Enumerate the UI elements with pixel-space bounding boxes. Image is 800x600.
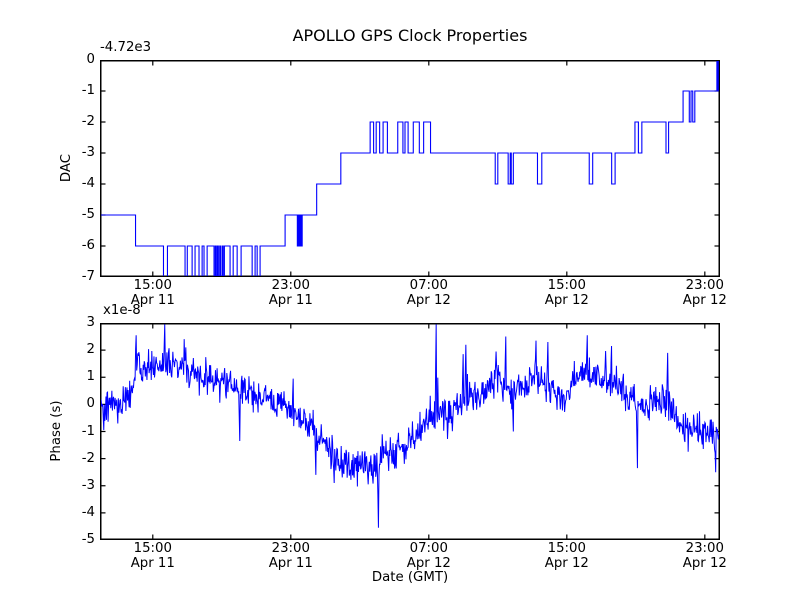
x-tick-label: 23:00 Apr 11 — [246, 541, 336, 571]
x-tick-time: 15:00 — [547, 541, 586, 556]
x-tick-time: 15:00 — [133, 541, 172, 556]
x-tick-date: Apr 12 — [544, 292, 589, 308]
y-tick-label: -6 — [81, 238, 95, 253]
dac-axis-offset-label: -4.72e3 — [100, 40, 152, 55]
chart-title: APOLLO GPS Clock Properties — [292, 26, 528, 45]
x-tick-date: Apr 12 — [682, 292, 727, 308]
y-tick-label: 0 — [86, 52, 95, 67]
x-tick-label: 15:00 Apr 11 — [108, 278, 198, 308]
x-tick-time: 23:00 — [271, 278, 310, 293]
x-tick-time: 23:00 — [271, 541, 310, 556]
x-tick-date: Apr 12 — [544, 555, 589, 571]
y-tick-label: -3 — [81, 477, 95, 493]
x-tick-time: 15:00 — [133, 278, 172, 293]
x-tick-label: 15:00 Apr 12 — [522, 541, 612, 571]
y-tick-label: -5 — [81, 532, 95, 547]
x-tick-label: 23:00 Apr 12 — [660, 541, 750, 571]
y-tick-label: -5 — [81, 207, 95, 222]
y-tick-label: 3 — [86, 315, 95, 330]
y-tick-label: -1 — [81, 83, 95, 98]
y-tick-label: -4 — [81, 504, 95, 520]
x-tick-date: Apr 11 — [130, 555, 175, 571]
y-tick-label: 2 — [86, 342, 95, 358]
x-tick-label: 23:00 Apr 12 — [660, 278, 750, 308]
x-tick-time: 15:00 — [547, 278, 586, 293]
phase-axis-multiplier-label: x1e-8 — [103, 303, 141, 318]
y-tick-label: -3 — [81, 145, 95, 160]
x-tick-label: 23:00 Apr 11 — [246, 278, 336, 308]
y-tick-label: -1 — [81, 423, 95, 439]
x-tick-label: 07:00 Apr 12 — [384, 541, 474, 571]
x-tick-time: 23:00 — [685, 541, 724, 556]
y-tick-label: -2 — [81, 114, 95, 129]
x-tick-label: 07:00 Apr 12 — [384, 278, 474, 308]
y-tick-label: -7 — [81, 269, 95, 284]
x-tick-date: Apr 12 — [406, 555, 451, 571]
axes-spines — [100, 323, 720, 540]
y-tick-label: -4 — [81, 176, 95, 191]
y-tick-label: 0 — [86, 396, 95, 412]
x-tick-time: 23:00 — [685, 278, 724, 293]
x-tick-date: Apr 12 — [682, 555, 727, 571]
axes-spines — [100, 60, 720, 277]
x-axis-label: Date (GMT) — [371, 570, 449, 585]
y-tick-label: -2 — [81, 450, 95, 466]
y-tick-label: 1 — [86, 369, 95, 385]
x-tick-date: Apr 11 — [268, 555, 313, 571]
x-tick-label: 15:00 Apr 12 — [522, 278, 612, 308]
phase-noisy-line — [101, 324, 719, 528]
phase-plot-area — [100, 323, 720, 540]
x-tick-time: 07:00 — [409, 541, 448, 556]
x-tick-date: Apr 12 — [406, 292, 451, 308]
x-tick-label: 15:00 Apr 11 — [108, 541, 198, 571]
x-tick-date: Apr 11 — [130, 292, 175, 308]
x-tick-date: Apr 11 — [268, 292, 313, 308]
dac-step-line — [101, 61, 719, 276]
dac-plot-area — [100, 60, 720, 277]
x-tick-time: 07:00 — [409, 278, 448, 293]
